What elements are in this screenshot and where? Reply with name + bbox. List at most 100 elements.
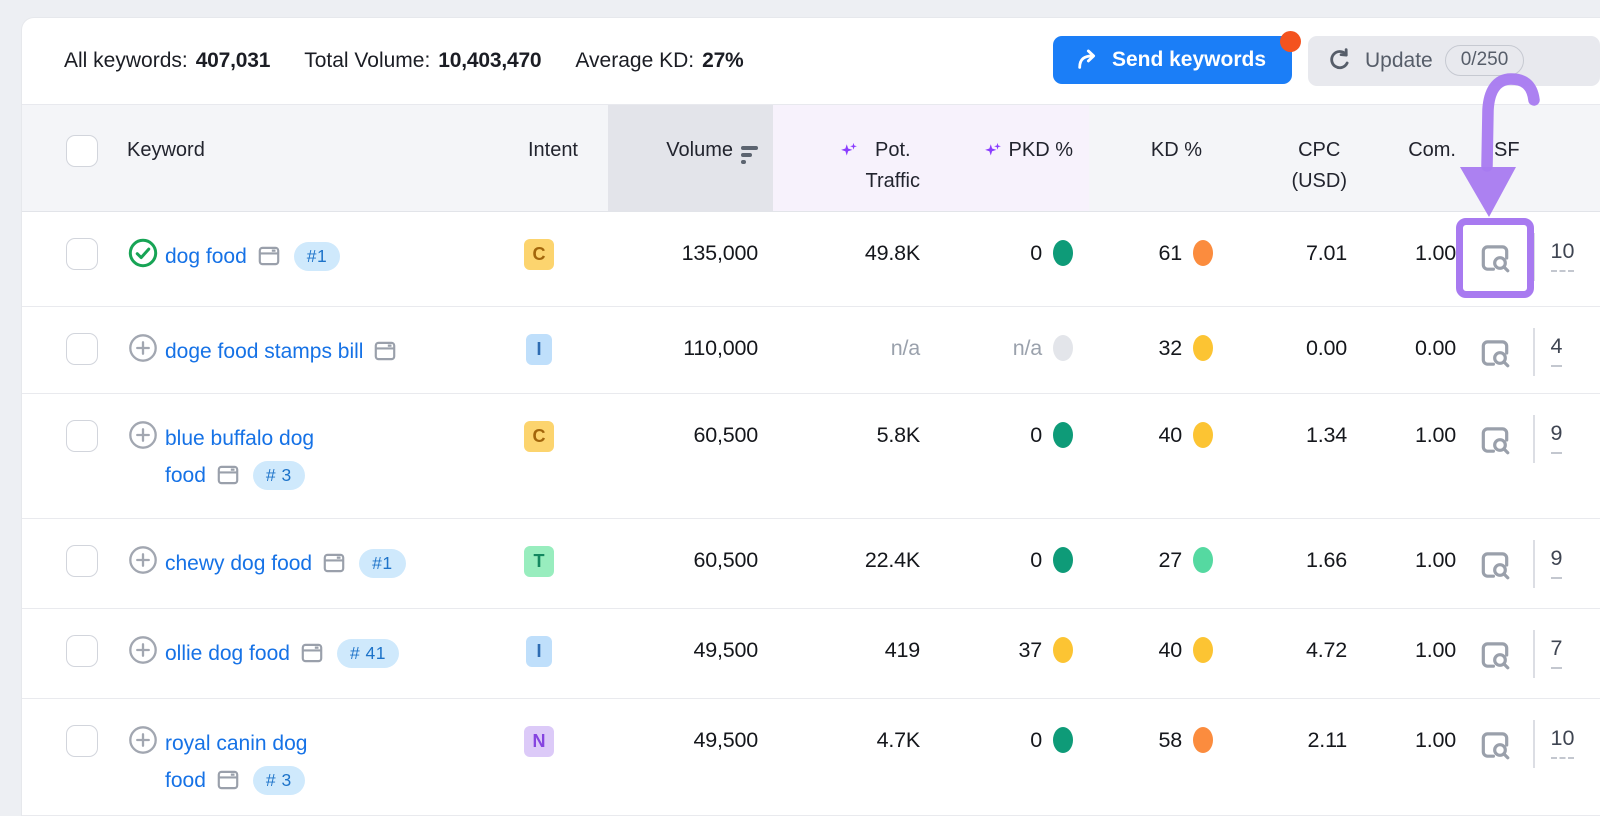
column-header-keyword-label[interactable]: Keyword [127,139,205,161]
kd-value: 58 [1158,728,1182,752]
rank-badge: # 3 [252,766,305,795]
rank-badge: # 3 [252,461,305,490]
column-header-intent[interactable]: Intent [527,139,578,161]
kd-cell: 40 [1089,609,1230,698]
kd-dot [1193,637,1213,663]
row-checkbox[interactable] [66,545,98,577]
pkd-dot [1053,547,1073,573]
serp-preview-icon[interactable] [215,462,241,488]
table-row: doge food stamps bill I 110,000 n/a n/a … [22,307,1600,394]
com-value: 1.00 [1414,241,1456,265]
serp-features-count[interactable]: 10 [1550,725,1575,759]
pkd-dot [1053,637,1073,663]
pkd-cell: 0 [930,212,1089,306]
cpc-value: 2.11 [1307,728,1348,752]
row-checkbox[interactable] [66,333,98,365]
update-label: Update [1365,48,1433,72]
keyword-link[interactable]: doge food stamps bill [165,340,364,363]
column-header-pkd[interactable]: PKD % [930,105,1089,211]
column-header-pot-traffic[interactable]: Pot. Traffic [773,105,930,211]
stat-all-keywords-label: All keywords: [64,49,188,72]
sf-cell: 9 [1466,394,1600,518]
add-keyword-plus-icon[interactable] [128,420,158,450]
add-keyword-plus-icon[interactable] [128,635,158,665]
send-keywords-label: Send keywords [1111,47,1266,71]
column-header-sf[interactable]: SF [1494,139,1520,161]
sf-divider [1533,540,1535,588]
add-keyword-plus-icon[interactable] [128,545,158,575]
stat-average-kd-value: 27% [702,49,744,72]
row-checkbox[interactable] [66,725,98,757]
keyword-cell: dog food #1 [22,212,470,306]
stat-total-volume-value: 10,403,470 [438,49,542,72]
column-header-cpc[interactable]: CPC (USD) [1291,139,1347,192]
update-button[interactable]: Update 0/250 [1308,36,1600,86]
com-value: 1.00 [1414,638,1456,662]
pkd-value: 0 [1030,241,1042,265]
volume-value: 135,000 [681,241,759,265]
serp-features-icon[interactable] [1478,336,1512,370]
kd-cell: 58 [1089,699,1230,815]
keyword-text: dog food #1 [165,238,341,275]
keyword-cell: doge food stamps bill [22,307,470,393]
pkd-dot [1053,422,1073,448]
serp-features-icon[interactable] [1478,241,1512,275]
kd-value: 40 [1158,423,1182,447]
serp-preview-icon[interactable] [321,550,347,576]
serp-features-count[interactable]: 9 [1550,420,1563,454]
row-checkbox[interactable] [66,238,98,270]
intent-cell: C [470,212,608,306]
serp-features-count[interactable]: 4 [1550,333,1563,367]
stat-average-kd: Average KD: 27% [575,49,743,73]
serp-features-count[interactable]: 7 [1550,635,1563,669]
kd-value: 40 [1158,638,1182,662]
kd-dot [1193,727,1213,753]
column-header-com[interactable]: Com. [1408,139,1456,161]
serp-features-icon[interactable] [1478,728,1512,762]
serp-features-icon[interactable] [1478,638,1512,672]
add-keyword-plus-icon[interactable] [128,333,158,363]
kd-dot [1193,335,1213,361]
stat-average-kd-label: Average KD: [575,49,695,72]
sf-cell: 10 [1466,699,1600,815]
row-checkbox[interactable] [66,420,98,452]
stat-total-volume: Total Volume: 10,403,470 [304,49,541,73]
add-keyword-plus-icon[interactable] [128,725,158,755]
refresh-icon [1326,47,1353,74]
table-row: dog food #1 C 135,000 49.8K 0 61 7.01 1.0… [22,212,1600,307]
send-keywords-button[interactable]: Send keywords [1052,31,1301,84]
keyword-link[interactable]: chewy dog food [165,552,313,575]
serp-preview-icon[interactable] [215,767,241,793]
kd-dot [1193,240,1213,266]
keyword-cell: blue buffalo dog food # 3 [22,394,470,518]
send-arrow-icon [1075,47,1100,72]
serp-features-icon[interactable] [1478,423,1512,457]
rank-badge: # 41 [336,639,399,668]
row-checkbox[interactable] [66,635,98,667]
column-header-volume[interactable]: Volume [608,105,773,211]
serp-features-icon[interactable] [1478,548,1512,582]
keyword-link[interactable]: ollie dog food [165,642,290,665]
pot-traffic-value: 49.8K [864,241,920,265]
intent-badge: I [526,636,552,667]
pot-traffic-value: n/a [890,336,920,360]
intent-badge: T [524,546,554,577]
serp-preview-icon[interactable] [299,640,325,666]
keyword-text: doge food stamps bill [165,333,398,370]
serp-preview-icon[interactable] [372,338,398,364]
serp-features-count[interactable]: 10 [1550,238,1575,272]
keyword-link[interactable]: royal canin dog food [165,732,308,792]
keyword-link[interactable]: blue buffalo dog food [165,427,315,487]
keyword-added-check-icon[interactable] [128,238,158,268]
serp-preview-icon[interactable] [256,243,282,269]
column-header-kd[interactable]: KD % [1150,139,1202,161]
kd-dot [1193,547,1213,573]
keyword-link[interactable]: dog food [165,245,247,268]
select-all-checkbox[interactable] [66,135,98,167]
table-row: ollie dog food # 41 I 49,500 419 37 40 4.… [22,609,1600,699]
keyword-table-card: All keywords: 407,031 Total Volume: 10,403… [22,18,1600,816]
annotation-highlight-box [1456,218,1534,298]
sf-divider [1533,415,1535,463]
serp-features-count[interactable]: 9 [1550,545,1563,579]
keyword-text: blue buffalo dog food # 3 [165,420,314,494]
